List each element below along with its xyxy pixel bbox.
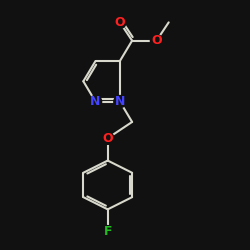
Circle shape [102,226,114,238]
Circle shape [150,34,162,47]
Circle shape [90,96,102,108]
Text: N: N [90,95,101,108]
Text: O: O [102,132,113,145]
Circle shape [114,16,126,28]
Text: F: F [104,225,112,238]
Text: O: O [114,16,125,29]
Circle shape [114,96,126,108]
Circle shape [102,132,114,144]
Text: N: N [115,95,125,108]
Text: O: O [151,34,162,47]
